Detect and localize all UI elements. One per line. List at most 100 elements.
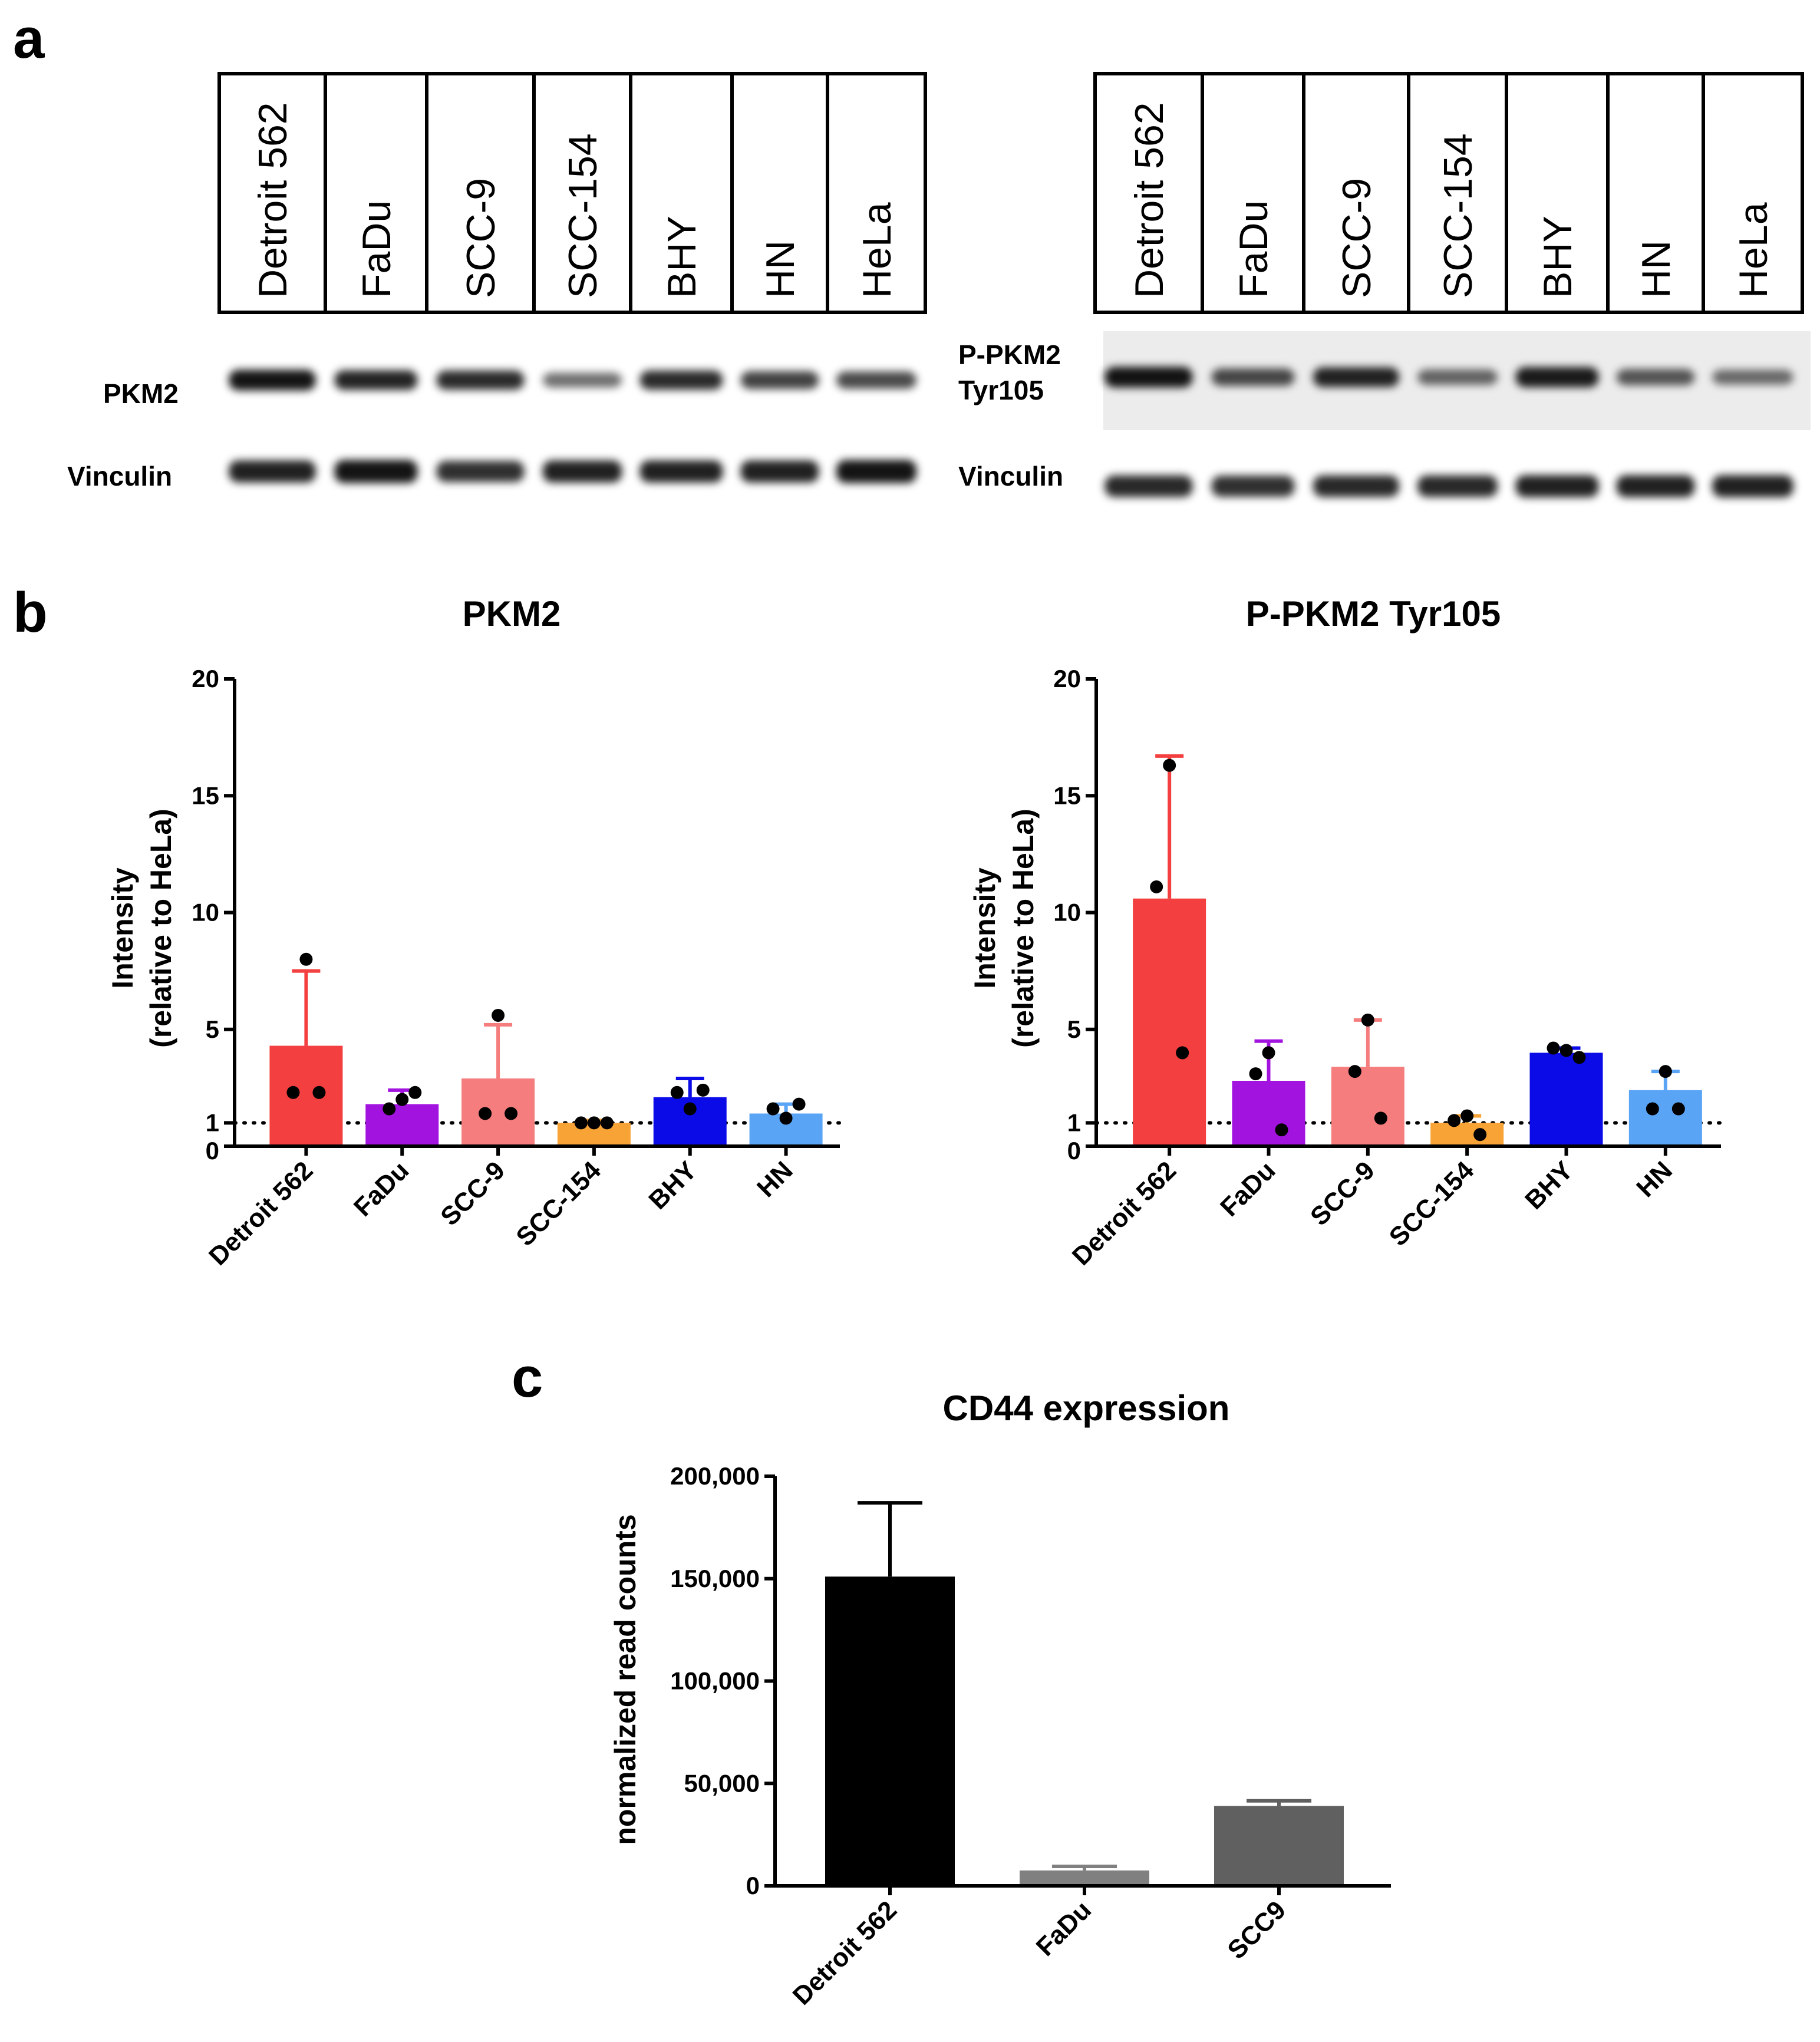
data-point (1176, 1046, 1189, 1060)
data-point (1348, 1065, 1361, 1078)
x-tick-label: Detroit 562 (787, 1895, 902, 2010)
control-band (639, 460, 723, 483)
control-band (542, 460, 622, 483)
bar (1331, 1067, 1404, 1146)
lane-label: HeLa (1731, 202, 1776, 298)
chart-cd44-title: CD44 expression (943, 1388, 1230, 1428)
data-point (1572, 1051, 1586, 1064)
chart-cd44-plot: Detroit 562 FaDu SCC9 0 50,000 100,000 150,000… (670, 1462, 1391, 2011)
y-tick-label: 0 (206, 1137, 219, 1164)
chart-p-pkm2-plot: Detroit 562 FaDu SCC-9 SCC-154 BHY HN01510152… (1053, 665, 1729, 1271)
lane-label: SCC-154 (1436, 133, 1481, 298)
target-band (1104, 367, 1193, 388)
data-point (479, 1107, 492, 1120)
data-point (383, 1102, 396, 1116)
lane-label: HN (758, 240, 803, 298)
y-tick-label: 15 (192, 781, 219, 809)
panel-letter-c: c (512, 1346, 543, 1409)
data-point (1547, 1041, 1560, 1055)
blot-right: Detroit 562 FaDu SCC-9 SCC-154 BHY HN HeLa P-P… (958, 72, 1811, 497)
lane-label: SCC-9 (1334, 178, 1379, 298)
lane-header-frame (1093, 72, 1804, 314)
data-point (1671, 1102, 1685, 1116)
y-tick-label: 15 (1053, 781, 1081, 809)
data-point (792, 1097, 806, 1111)
bar (825, 1576, 955, 1886)
x-tick-label: SCC-154 (1384, 1156, 1480, 1252)
y-tick-label: 0 (1067, 1137, 1081, 1164)
y-tick-label: 10 (192, 899, 219, 926)
y-tick-label: 20 (1053, 665, 1081, 692)
blot-left-vinculin-row (229, 460, 917, 483)
lane-label: SCC-9 (459, 178, 503, 298)
y-tick-label: 20 (192, 665, 219, 692)
chart-p-pkm2-ylabel-line2: (relative to HeLa) (1007, 809, 1040, 1048)
x-tick-label: SCC-9 (1305, 1156, 1380, 1231)
control-band (1104, 475, 1193, 497)
target-band (1616, 369, 1695, 385)
data-point (1473, 1128, 1487, 1142)
lane-label: BHY (1535, 216, 1580, 298)
x-tick-label: SCC9 (1222, 1895, 1291, 1965)
data-point (1163, 758, 1176, 772)
control-band (436, 461, 525, 482)
lane-label: BHY (660, 216, 704, 298)
data-point (1262, 1046, 1275, 1060)
target-band (229, 370, 316, 391)
y-tick-label: 200,000 (670, 1462, 760, 1490)
lane-label: Detroit 562 (1127, 102, 1172, 298)
data-point (779, 1111, 793, 1125)
data-point (1275, 1123, 1288, 1137)
bar (1133, 898, 1206, 1146)
control-band (1313, 475, 1399, 497)
blot-left: Detroit 562 FaDu SCC-9 SCC-154 BHY HN HeLa PKM… (67, 72, 927, 491)
target-band (740, 371, 819, 390)
data-point (1374, 1111, 1387, 1125)
data-point (505, 1107, 518, 1120)
control-band (1712, 475, 1793, 497)
lane-label: FaDu (354, 200, 399, 298)
bar (1020, 1870, 1149, 1886)
y-tick-label: 0 (746, 1872, 760, 1899)
data-point (1646, 1102, 1659, 1116)
y-tick-label: 150,000 (670, 1565, 760, 1592)
chart-cd44: CD44 expression normalized read counts D… (609, 1388, 1391, 2011)
lane-label: Detroit 562 (250, 102, 295, 298)
data-point (766, 1102, 780, 1116)
control-band (1417, 475, 1498, 497)
x-tick-label: HN (751, 1156, 799, 1203)
blot-right-target-label-line2: Tyr105 (958, 375, 1044, 405)
y-tick-label: 50,000 (684, 1769, 760, 1797)
lane-label: SCC-154 (560, 133, 605, 298)
data-point (286, 1086, 300, 1099)
bar (461, 1078, 535, 1146)
chart-pkm2-ylabel-line1: Intensity (106, 867, 139, 989)
target-band (836, 371, 917, 389)
panel-letter-a: a (13, 7, 45, 70)
chart-pkm2-ylabel-line2: (relative to HeLa) (144, 809, 177, 1048)
blot-right-p-pkm2-row (1104, 367, 1793, 388)
blot-left-control-label: Vinculin (67, 461, 172, 491)
x-tick-label: FaDu (1215, 1156, 1281, 1222)
data-point (587, 1116, 601, 1130)
control-band (836, 460, 917, 483)
y-tick-label: 1 (1067, 1109, 1081, 1136)
y-tick-label: 1 (206, 1109, 219, 1136)
target-band (1211, 368, 1295, 386)
data-point (299, 952, 313, 966)
data-point (312, 1086, 326, 1099)
target-band (334, 370, 418, 390)
control-band (1616, 475, 1695, 497)
chart-p-pkm2-title: P-PKM2 Tyr105 (1246, 594, 1501, 634)
blot-left-lane-header: Detroit 562 FaDu SCC-9 SCC-154 BHY HN HeLa (217, 72, 927, 314)
target-band (542, 372, 622, 388)
blot-right-control-label: Vinculin (958, 461, 1063, 491)
x-tick-label: BHY (1519, 1156, 1578, 1215)
blot-right-target-label-line1: P-PKM2 (958, 339, 1061, 370)
chart-p-pkm2: P-PKM2 Tyr105 Intensity (relative to HeL… (968, 594, 1729, 1271)
target-band (1313, 367, 1399, 387)
bar (1529, 1053, 1603, 1146)
data-point (408, 1086, 422, 1099)
y-tick-label: 5 (206, 1015, 219, 1043)
data-point (395, 1093, 409, 1106)
